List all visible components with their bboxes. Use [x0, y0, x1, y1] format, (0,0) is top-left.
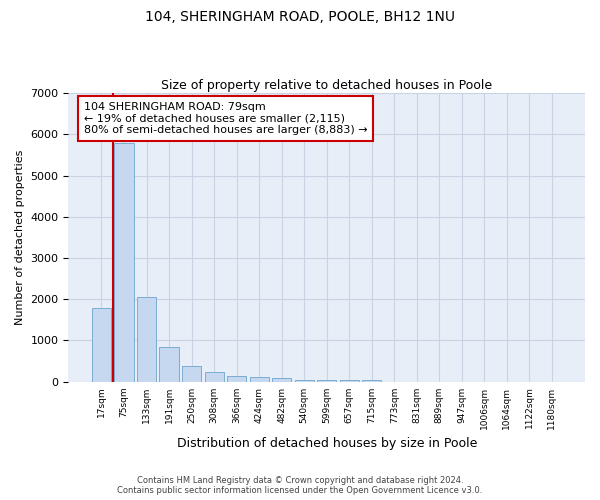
Bar	[160, 348, 179, 382]
Text: Contains HM Land Registry data © Crown copyright and database right 2024.
Contai: Contains HM Land Registry data © Crown c…	[118, 476, 482, 495]
Bar	[340, 380, 359, 382]
Bar	[317, 380, 336, 382]
Bar	[250, 377, 269, 382]
X-axis label: Distribution of detached houses by size in Poole: Distribution of detached houses by size …	[176, 437, 477, 450]
Bar	[227, 376, 246, 382]
Bar	[295, 380, 314, 382]
Bar	[362, 380, 382, 382]
Bar	[92, 308, 111, 382]
Text: 104 SHERINGHAM ROAD: 79sqm
← 19% of detached houses are smaller (2,115)
80% of s: 104 SHERINGHAM ROAD: 79sqm ← 19% of deta…	[84, 102, 368, 135]
Y-axis label: Number of detached properties: Number of detached properties	[15, 150, 25, 325]
Title: Size of property relative to detached houses in Poole: Size of property relative to detached ho…	[161, 79, 492, 92]
Bar	[182, 366, 201, 382]
Bar	[205, 372, 224, 382]
Bar	[137, 297, 156, 382]
Text: 104, SHERINGHAM ROAD, POOLE, BH12 1NU: 104, SHERINGHAM ROAD, POOLE, BH12 1NU	[145, 10, 455, 24]
Bar	[272, 378, 291, 382]
Bar	[115, 144, 134, 382]
